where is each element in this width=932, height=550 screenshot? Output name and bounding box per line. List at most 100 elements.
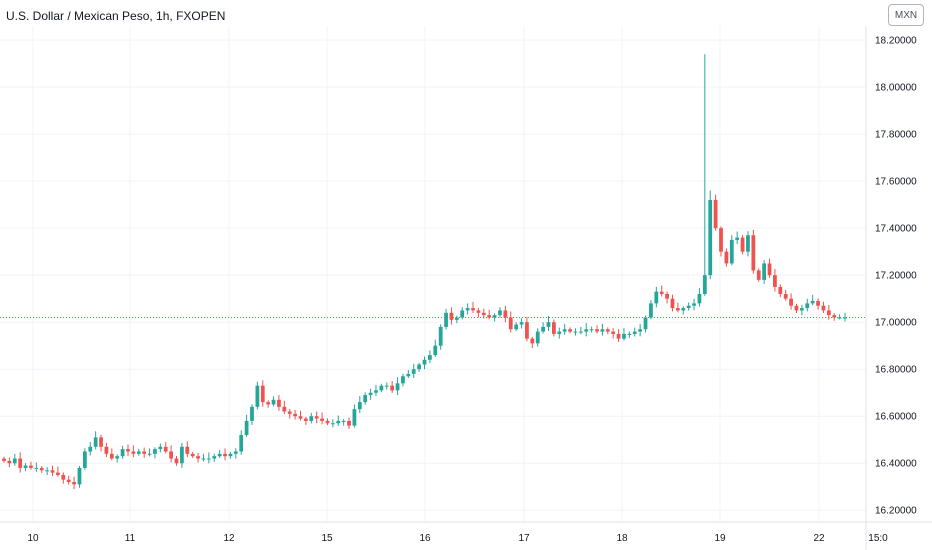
candle (180, 442, 184, 468)
candle (498, 307, 502, 318)
candle-body (250, 406, 254, 421)
candle-body (217, 453, 222, 457)
candle (61, 472, 66, 484)
candle (136, 448, 141, 456)
candle (578, 326, 583, 335)
candle-body (190, 453, 195, 457)
candle (255, 381, 260, 410)
candle-body (260, 385, 265, 403)
candle-body (568, 329, 572, 332)
candle (77, 466, 82, 488)
candle-body (379, 385, 384, 391)
candle-body (142, 451, 147, 454)
candle (206, 452, 211, 464)
candle-body (56, 472, 60, 475)
candle-body (449, 312, 454, 320)
candle (66, 475, 71, 485)
candle (557, 327, 562, 339)
candle-body (670, 298, 675, 309)
candle (481, 308, 486, 319)
candle-body (843, 317, 847, 319)
candle-body (77, 467, 82, 485)
candle (104, 442, 109, 458)
candle-body (45, 470, 50, 472)
candle (751, 229, 756, 274)
candle (7, 457, 12, 468)
candle-body (147, 453, 152, 455)
candle (109, 448, 114, 461)
candle (600, 323, 605, 336)
candle-body (783, 293, 788, 299)
candle (740, 234, 745, 255)
candle (34, 462, 39, 472)
candle (126, 444, 130, 457)
candle (330, 419, 335, 428)
candle-body (713, 199, 718, 229)
candle-body (180, 446, 184, 464)
candle-body (702, 275, 707, 294)
candle (686, 302, 691, 311)
candle-body (794, 305, 799, 311)
candle-body (287, 411, 292, 414)
candle (314, 411, 319, 424)
candle (347, 417, 351, 429)
candle-body (762, 263, 767, 280)
candle-body (374, 390, 378, 393)
candle-body (751, 235, 756, 271)
candle (649, 300, 653, 320)
candle-body (115, 456, 120, 459)
candle-body (471, 308, 475, 311)
candle (320, 412, 324, 425)
candle-body (255, 385, 260, 407)
candle (659, 285, 664, 297)
candle-body (352, 409, 357, 426)
candle (778, 284, 783, 298)
candle (433, 339, 438, 357)
candle-body (174, 458, 179, 464)
candle (821, 301, 826, 314)
candle-body (444, 312, 448, 327)
candle-body (314, 416, 319, 419)
chart-title: U.S. Dollar / Mexican Peso, 1h, FXOPEN (6, 9, 226, 23)
candle-body (7, 460, 12, 464)
candle-body (347, 420, 351, 426)
candle-body (158, 446, 163, 450)
candle (395, 377, 400, 396)
candle (551, 319, 556, 337)
candle-body (589, 329, 594, 331)
candle-body (233, 451, 238, 454)
candle (282, 400, 287, 415)
candle (223, 448, 227, 461)
candle (82, 448, 87, 470)
candle-body (417, 364, 421, 370)
candle-body (525, 322, 529, 339)
candle (374, 384, 378, 397)
candle-body (584, 329, 589, 332)
price-tick-label: 17.20000 (875, 271, 917, 282)
candle-body (832, 315, 837, 318)
candle-body (196, 456, 200, 459)
candle (379, 383, 384, 393)
candle-body (304, 418, 308, 421)
candle-body (530, 338, 535, 344)
candle-body (481, 312, 486, 316)
candle (12, 453, 17, 466)
candle-body (271, 399, 276, 405)
candle-body (228, 453, 233, 457)
time-tick-label: 19 (714, 533, 726, 544)
candle (444, 308, 448, 330)
candle (789, 293, 793, 310)
candle (45, 466, 50, 475)
currency-button[interactable]: MXN (888, 4, 924, 26)
candle (816, 298, 820, 310)
candle-body (595, 329, 599, 332)
price-tick-label: 16.80000 (875, 365, 917, 376)
candle (773, 269, 777, 292)
candle (169, 445, 174, 463)
candle-body (39, 467, 44, 471)
candle (665, 291, 669, 304)
candle-body (508, 317, 513, 330)
candle (611, 328, 616, 339)
grid-lines (0, 26, 866, 522)
